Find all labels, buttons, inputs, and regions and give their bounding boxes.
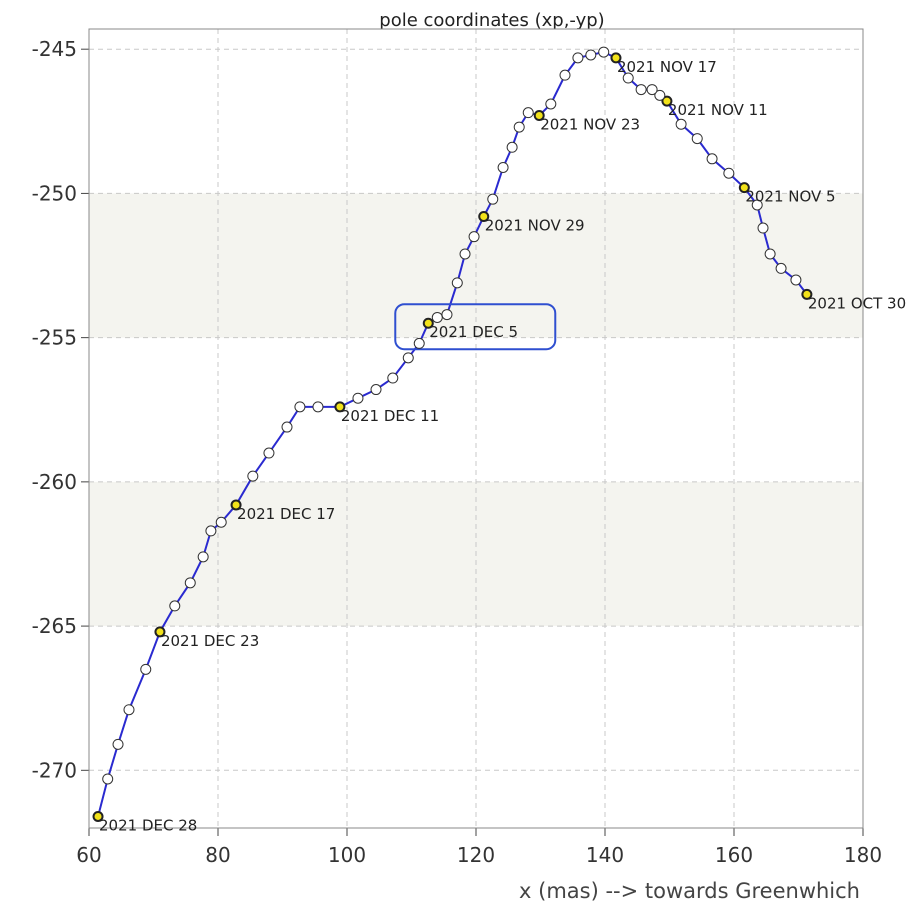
point (247, 470, 259, 482)
point (513, 121, 525, 133)
chart-title: pole coordinates (xp,-yp) (379, 10, 604, 31)
point-label: 2021 NOV 11 (668, 101, 768, 119)
point (522, 107, 534, 119)
plot-frame (88, 28, 864, 829)
point (478, 210, 490, 222)
point (751, 199, 763, 211)
y-tick-label: -260 (32, 470, 77, 494)
point (661, 95, 673, 107)
point-label: 2021 DEC 11 (341, 407, 439, 425)
point (691, 133, 703, 145)
point (775, 262, 787, 274)
point (801, 288, 813, 300)
x-tick-label: 160 (715, 843, 753, 867)
point (738, 182, 750, 194)
point (281, 421, 293, 433)
y-tick-label: -250 (32, 181, 77, 205)
point (263, 447, 275, 459)
point (154, 626, 166, 638)
point (184, 577, 196, 589)
point (654, 89, 666, 101)
point (431, 311, 443, 323)
highlight-box (394, 303, 557, 351)
point-label: 2021 NOV 29 (485, 216, 585, 234)
point (598, 46, 610, 58)
point (197, 551, 209, 563)
x-tick-label: 120 (457, 843, 495, 867)
point-label: 2021 DEC 28 (99, 816, 197, 834)
point (230, 499, 242, 511)
point-label: 2021 DEC 5 (429, 323, 518, 341)
point (675, 118, 687, 130)
point-label: 2021 NOV 23 (540, 116, 640, 134)
point (506, 141, 518, 153)
point-label: 2021 OCT 30 (808, 294, 906, 312)
x-tick-label: 80 (205, 843, 230, 867)
x-tick-label: 180 (844, 843, 882, 867)
point (312, 401, 324, 413)
point (723, 167, 735, 179)
y-tick-label: -270 (32, 758, 77, 782)
point (215, 516, 227, 528)
point (402, 352, 414, 364)
point-label: 2021 NOV 17 (617, 58, 717, 76)
point-label: 2021 DEC 23 (161, 632, 259, 650)
point (422, 317, 434, 329)
point (205, 525, 217, 537)
point (646, 84, 658, 96)
point (169, 600, 181, 612)
y-tick-label: -265 (32, 614, 77, 638)
point-label: 2021 DEC 17 (237, 505, 335, 523)
point (451, 277, 463, 289)
point (468, 231, 480, 243)
point (487, 193, 499, 205)
series-line (97, 51, 808, 817)
point (757, 222, 769, 234)
point (790, 274, 802, 286)
point (706, 153, 718, 165)
x-axis-label: x (mas) --> towards Greenwhich (519, 879, 860, 903)
x-tick-label: 140 (586, 843, 624, 867)
point (441, 309, 453, 321)
y-tick-label: -255 (32, 326, 77, 350)
point (764, 248, 776, 260)
point (413, 337, 425, 349)
point (102, 773, 114, 785)
point (352, 392, 364, 404)
point (370, 384, 382, 396)
point (140, 663, 152, 675)
point (334, 401, 346, 413)
point (533, 110, 545, 122)
point (112, 738, 124, 750)
point (545, 98, 557, 110)
point (572, 52, 584, 64)
point (123, 704, 135, 716)
point (294, 401, 306, 413)
point (622, 72, 634, 84)
point (92, 810, 104, 822)
point (585, 49, 597, 61)
point-label: 2021 NOV 5 (745, 188, 835, 206)
point (610, 52, 622, 64)
x-tick-label: 100 (328, 843, 366, 867)
point (497, 161, 509, 173)
x-tick-label: 60 (76, 843, 101, 867)
point (387, 372, 399, 384)
point (559, 69, 571, 81)
y-tick-label: -245 (32, 37, 77, 61)
point (459, 248, 471, 260)
point (635, 84, 647, 96)
